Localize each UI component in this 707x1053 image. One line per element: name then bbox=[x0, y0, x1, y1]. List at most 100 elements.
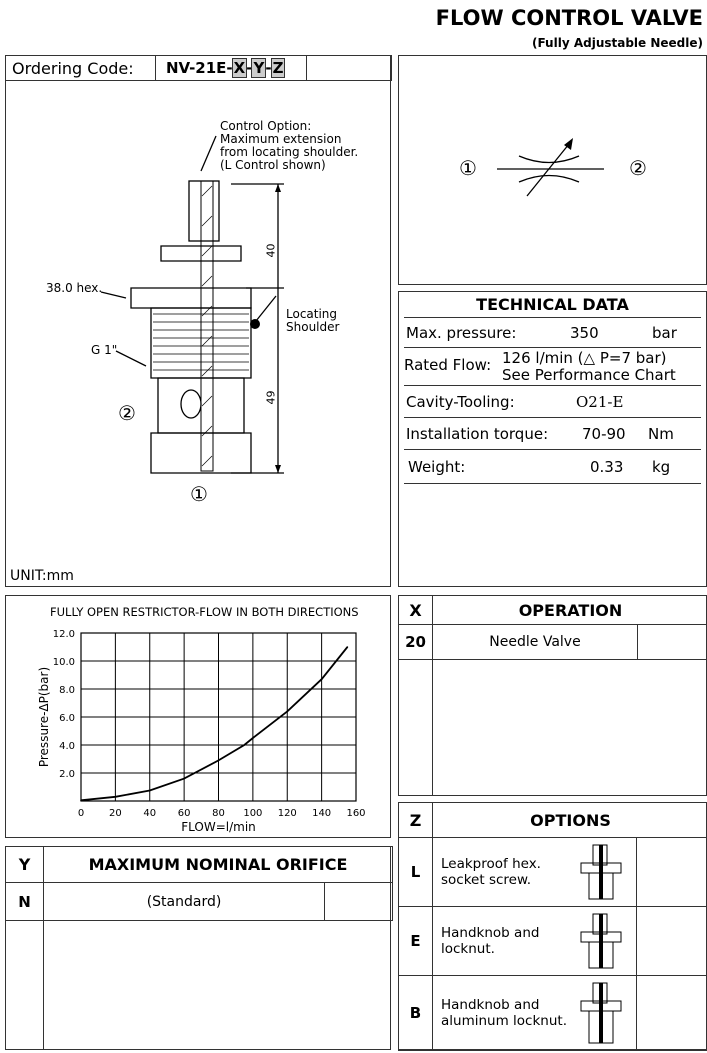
tech-label: Rated Flow: bbox=[404, 356, 492, 374]
x-axis-label: FLOW=l/min bbox=[181, 820, 256, 834]
series-line bbox=[80, 646, 349, 802]
tech-row-torque: Installation torque: 70-90 Nm bbox=[404, 418, 701, 450]
option-drawing-icon bbox=[580, 913, 622, 969]
tech-value: 70-90 bbox=[582, 425, 626, 443]
option-drawing-icon bbox=[580, 982, 622, 1044]
operation-col: X bbox=[398, 595, 433, 625]
t: aluminum locknut. bbox=[441, 1013, 567, 1029]
tech-label: Weight: bbox=[408, 458, 466, 476]
flow-control-symbol bbox=[497, 138, 604, 197]
t: Handknob and bbox=[441, 997, 540, 1013]
data-point bbox=[148, 789, 151, 792]
chart-title: FULLY OPEN RESTRICTOR-FLOW IN BOTH DIREC… bbox=[50, 605, 359, 619]
data-point bbox=[243, 744, 246, 746]
valve-cross-section bbox=[100, 135, 284, 474]
symbol-panel: ① ② bbox=[398, 55, 707, 285]
page-title: FLOW CONTROL VALVE bbox=[435, 6, 703, 30]
orifice-code: N bbox=[5, 882, 44, 921]
y-tick-label: 12.0 bbox=[53, 629, 75, 640]
code-x: X bbox=[231, 58, 248, 78]
data-point bbox=[320, 678, 323, 680]
operation-panel: X OPERATION 20 Needle Valve bbox=[398, 595, 707, 796]
y-tick-label: 4.0 bbox=[59, 741, 75, 752]
port-2-label: ② bbox=[118, 401, 136, 425]
divider bbox=[43, 920, 44, 1049]
ordering-blank bbox=[306, 55, 392, 81]
option-label: Handknob and aluminum locknut. bbox=[432, 975, 637, 1051]
orifice-panel: Y MAXIMUM NOMINAL ORIFICE N (Standard) bbox=[5, 846, 393, 1050]
y-tick-label: 10.0 bbox=[53, 657, 75, 668]
x-tick-label: 80 bbox=[212, 808, 225, 819]
sep: - bbox=[265, 59, 272, 77]
x-tick-label: 140 bbox=[312, 808, 331, 819]
symbol-port-2: ② bbox=[629, 156, 647, 180]
tech-unit: kg bbox=[652, 458, 671, 476]
data-point bbox=[80, 799, 82, 802]
code-y: Y bbox=[251, 58, 267, 78]
code-z: Z bbox=[270, 58, 286, 78]
thread-label: G 1" bbox=[91, 343, 118, 357]
tech-value: 350 bbox=[570, 324, 599, 342]
t: locknut. bbox=[441, 941, 495, 957]
x-tick-label: 60 bbox=[178, 808, 191, 819]
ordering-code: NV-21E- X - Y - Z bbox=[155, 55, 307, 81]
note-line: Maximum extension bbox=[220, 132, 342, 146]
data-point bbox=[346, 646, 349, 648]
note-line: Control Option: bbox=[220, 119, 312, 133]
t: Leakproof hex. bbox=[441, 856, 541, 872]
hex-label: 38.0 hex. bbox=[46, 281, 103, 295]
divider bbox=[432, 659, 433, 795]
y-tick-label: 2.0 bbox=[59, 769, 75, 780]
x-tick-label: 40 bbox=[143, 808, 156, 819]
tech-label: Cavity-Tooling: bbox=[406, 393, 515, 411]
t: socket screw. bbox=[441, 872, 532, 888]
option-image-cell bbox=[636, 906, 707, 976]
option-code: L bbox=[398, 837, 433, 907]
option-code: E bbox=[398, 906, 433, 976]
symbol-port-1: ① bbox=[459, 156, 477, 180]
tech-value: 0.33 bbox=[590, 458, 624, 476]
orifice-title: MAXIMUM NOMINAL ORIFICE bbox=[43, 846, 393, 883]
tech-row-pressure: Max. pressure: 350 bar bbox=[404, 318, 701, 348]
data-point bbox=[183, 777, 185, 780]
x-tick-label: 160 bbox=[346, 808, 365, 819]
x-tick-label: 0 bbox=[78, 808, 84, 819]
data-point bbox=[114, 796, 117, 798]
orifice-label: (Standard) bbox=[43, 882, 325, 921]
orifice-blank bbox=[324, 882, 393, 921]
operation-blank bbox=[637, 624, 707, 660]
tech-value-note: See Performance Chart bbox=[502, 366, 676, 384]
option-code: B bbox=[398, 975, 433, 1051]
operation-label: Needle Valve bbox=[432, 624, 638, 660]
unit-label: UNIT:mm bbox=[10, 568, 74, 584]
tech-unit: bar bbox=[652, 324, 677, 342]
tech-label: Max. pressure: bbox=[406, 324, 517, 342]
code-prefix: NV-21E- bbox=[166, 59, 233, 77]
technical-title: TECHNICAL DATA bbox=[404, 292, 701, 318]
option-image-cell bbox=[636, 837, 707, 907]
locating-label: Locating Shoulder bbox=[286, 308, 339, 334]
control-option-note: Control Option: Maximum extension from l… bbox=[220, 120, 358, 172]
operation-code: 20 bbox=[398, 624, 433, 660]
tech-label: Installation torque: bbox=[406, 425, 549, 443]
note-line: from locating shoulder. bbox=[220, 145, 359, 159]
performance-chart: 0 20 40 60 80 100 120 140 160 2.0 4.0 6.0 8.0 10.0 12.… bbox=[37, 629, 366, 834]
orifice-col: Y bbox=[5, 846, 44, 883]
data-point bbox=[217, 759, 220, 762]
performance-chart-panel: FULLY OPEN RESTRICTOR-FLOW IN BOTH DIREC… bbox=[5, 595, 391, 838]
sep: - bbox=[246, 59, 253, 77]
drawing-panel: Ordering Code: NV-21E- X - Y - Z Control Opti… bbox=[5, 55, 392, 587]
note-line: (L Control shown) bbox=[220, 158, 326, 172]
tech-value: O21-E bbox=[576, 393, 624, 411]
options-panel: Z OPTIONS L Leakproof hex. socket screw. … bbox=[398, 802, 707, 1051]
option-drawing-icon bbox=[580, 844, 622, 900]
t: Locating bbox=[286, 307, 338, 321]
t: Shoulder bbox=[286, 320, 340, 334]
page-subtitle: (Fully Adjustable Needle) bbox=[531, 36, 703, 50]
x-tick-label: 20 bbox=[109, 808, 122, 819]
tech-unit: Nm bbox=[648, 425, 674, 443]
tech-value: 126 l/min (△ P=7 bar) bbox=[502, 349, 667, 367]
options-col: Z bbox=[398, 802, 433, 838]
y-tick-label: 6.0 bbox=[59, 713, 75, 724]
data-point bbox=[286, 710, 289, 713]
